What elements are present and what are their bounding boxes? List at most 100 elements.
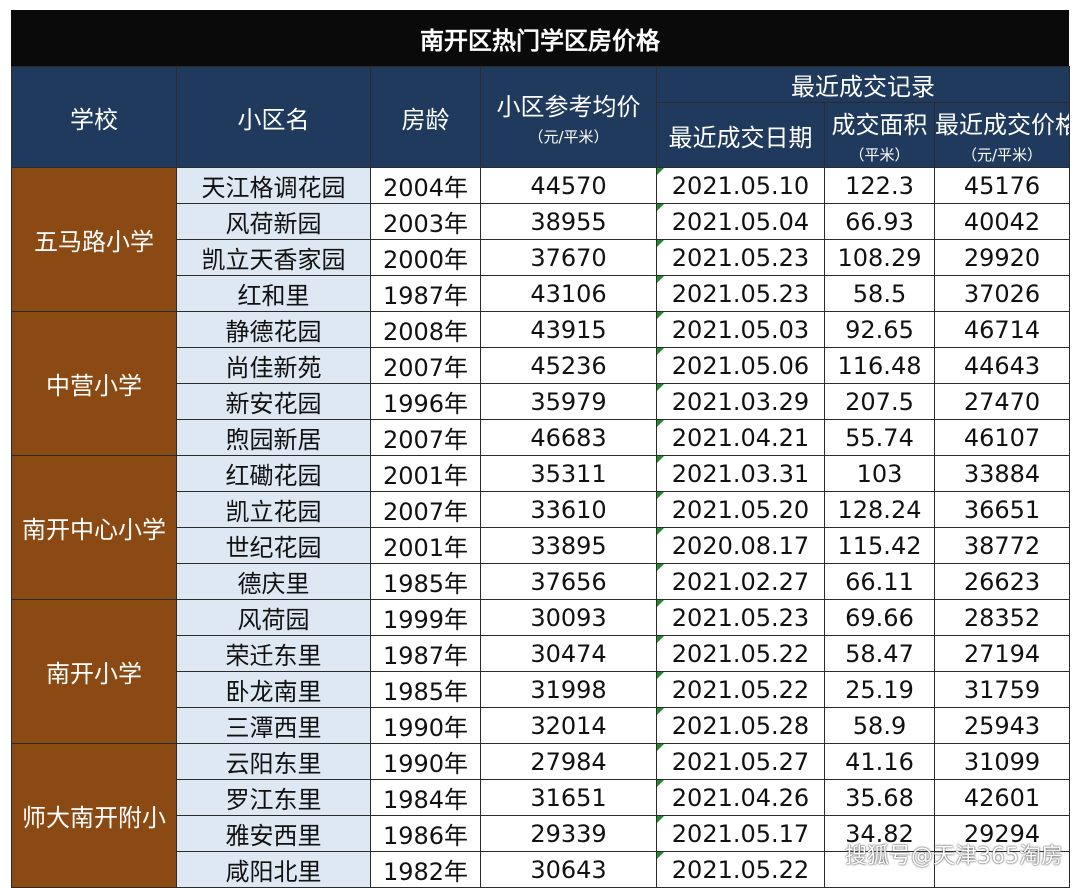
age-cell: 1982年 [370,851,481,888]
age-cell: 2007年 [370,347,481,384]
cell-marker-icon [657,312,664,319]
area-cell: 55.74 [824,419,935,456]
deal-date-text: 2021.05.23 [671,279,810,308]
table-row: 德庆里 1985年 37656 2021.02.27 66.11 26623 [12,563,1071,600]
community-cell: 世纪花园 [176,527,371,564]
area-cell: 58.47 [824,635,935,672]
deal-date-text: 2021.03.31 [671,459,810,488]
community-cell: 天江格调花园 [176,167,371,204]
avg-price-cell: 35979 [480,383,657,420]
cell-marker-icon [657,780,664,787]
table-row: 荣迁东里 1987年 30474 2021.05.22 58.47 27194 [12,635,1071,672]
deal-date-cell: 2021.05.22 [656,671,825,708]
table-row: 南开中心小学 红磡花园 2001年 35311 2021.03.31 103 33884 [11,455,1071,600]
table-row: 卧龙南里 1985年 31998 2021.05.22 25.19 31759 [12,671,1071,708]
avg-price-cell: 33895 [480,527,657,564]
table-row: 凯立天香家园 2000年 37670 2021.05.23 108.29 29920 [12,239,1071,276]
deal-date-text: 2021.05.23 [671,603,810,632]
community-cell: 德庆里 [176,563,371,600]
deal-price-cell: 26623 [933,563,1071,600]
header-area-unit: （平米） [849,146,910,164]
deal-date-text: 2021.05.27 [671,747,810,776]
deal-price-cell: 29920 [933,239,1071,276]
age-cell: 1990年 [370,743,481,780]
deal-price-cell: 36651 [933,491,1071,528]
deal-price-cell: 46714 [933,311,1071,348]
deal-date-cell: 2021.02.27 [656,563,825,600]
community-cell: 风荷园 [176,599,371,636]
deal-date-text: 2021.05.22 [671,675,810,704]
cell-marker-icon [657,420,664,427]
community-cell: 静德花园 [176,311,371,348]
deal-date-cell: 2021.05.23 [656,239,825,276]
community-cell: 凯立天香家园 [176,239,371,276]
cell-marker-icon [657,456,664,463]
deal-date-text: 2021.05.22 [671,639,810,668]
table-body: 五马路小学 天江格调花园 2004年 44570 2021.05.10 122.3 4517… [11,167,1071,888]
age-cell: 2004年 [370,167,481,204]
deal-date-text: 2021.05.28 [671,711,810,740]
school-cell: 五马路小学 [11,167,177,312]
deal-date-text: 2021.04.26 [671,783,810,812]
community-cell: 新安花园 [176,383,371,420]
deal-price-cell: 45176 [933,167,1071,204]
header-recent-date: 最近成交日期 [656,102,825,168]
deal-price-cell: 27470 [933,383,1071,420]
avg-price-cell: 30093 [480,599,657,636]
deal-date-text: 2021.05.03 [671,315,810,344]
table-row: 凯立花园 2007年 33610 2021.05.20 128.24 36651 [12,491,1071,528]
age-cell: 1985年 [370,563,481,600]
community-cell: 云阳东里 [176,743,371,780]
deal-price-cell: 37026 [933,275,1071,312]
cell-marker-icon [657,168,664,175]
deal-date-cell: 2021.05.10 [656,167,825,204]
deal-date-cell: 2021.05.03 [656,311,825,348]
area-cell: 207.5 [824,383,935,420]
avg-price-cell: 37656 [480,563,657,600]
deal-price-cell: 28352 [933,599,1071,636]
deal-date-cell: 2021.05.20 [656,491,825,528]
cell-marker-icon [657,636,664,643]
deal-date-cell: 2021.05.17 [656,815,825,852]
avg-price-cell: 44570 [480,167,657,204]
age-cell: 2001年 [370,455,481,492]
area-cell: 58.9 [824,707,935,744]
header-avg-price: 小区参考均价 （元/平米） [480,66,657,168]
table-row: 红和里 1987年 43106 2021.05.23 58.5 37026 [12,275,1071,312]
community-cell: 雅安西里 [176,815,371,852]
avg-price-cell: 32014 [480,707,657,744]
community-cell: 红磡花园 [176,455,371,492]
cell-marker-icon [657,348,664,355]
header-area: 成交面积 （平米） [824,102,935,168]
deal-price-cell: 46107 [933,419,1071,456]
table-row: 师大南开附小 云阳东里 1990年 27984 2021.05.27 41.16 31099 [11,743,1071,888]
deal-price-cell: 29294 [933,815,1071,852]
table-row: 风荷新园 2003年 38955 2021.05.04 66.93 40042 [12,203,1071,240]
age-cell: 2000年 [370,239,481,276]
avg-price-cell: 43106 [480,275,657,312]
deal-date-cell: 2021.04.21 [656,419,825,456]
watermark: 搜狐号@天津365淘房 [845,844,1063,869]
avg-price-cell: 30474 [480,635,657,672]
deal-date-cell: 2021.05.22 [656,851,825,888]
age-cell: 1999年 [370,599,481,636]
table-row: 世纪花园 2001年 33895 2020.08.17 115.42 38772 [12,527,1071,564]
deal-date-cell: 2021.05.27 [656,743,825,780]
cell-marker-icon [657,600,664,607]
community-cell: 荣迁东里 [176,635,371,672]
deal-date-cell: 2021.05.28 [656,707,825,744]
community-cell: 煦园新居 [176,419,371,456]
age-cell: 1990年 [370,707,481,744]
cell-marker-icon [657,204,664,211]
avg-price-cell: 43915 [480,311,657,348]
cell-marker-icon [657,528,664,535]
table-row: 尚佳新苑 2007年 45236 2021.05.06 116.48 44643 [12,347,1071,384]
deal-date-cell: 2021.05.23 [656,599,825,636]
area-cell: 69.66 [824,599,935,636]
table-row: 罗江东里 1984年 31651 2021.04.26 35.68 42601 [12,779,1071,816]
header-deal-price-label: 最近成交价格 [935,111,1070,139]
age-cell: 1984年 [370,779,481,816]
area-cell: 108.29 [824,239,935,276]
age-cell: 1987年 [370,635,481,672]
area-cell: 66.11 [824,563,935,600]
